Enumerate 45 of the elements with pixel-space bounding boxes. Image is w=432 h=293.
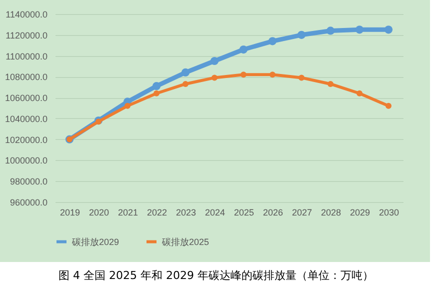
point bbox=[268, 37, 277, 46]
y-tick-label: 1060000.0 bbox=[4, 93, 48, 104]
point bbox=[124, 102, 130, 109]
point bbox=[355, 26, 364, 34]
point bbox=[152, 82, 161, 90]
x-tick-label: 2022 bbox=[146, 208, 168, 218]
y-tick-label: 1080000.0 bbox=[4, 72, 48, 82]
y-tick-label: 1120000.0 bbox=[6, 30, 48, 40]
point bbox=[181, 68, 190, 77]
x-tick-label: 2024 bbox=[204, 208, 226, 218]
point bbox=[212, 74, 218, 81]
point bbox=[210, 56, 219, 66]
point bbox=[298, 74, 304, 81]
y-tick-label: 1040000.0 bbox=[4, 114, 48, 124]
point bbox=[96, 118, 102, 125]
point bbox=[154, 90, 160, 96]
x-tick-label: 2019 bbox=[60, 208, 80, 218]
x-tick-label: 2029 bbox=[350, 208, 370, 218]
point bbox=[270, 72, 276, 78]
x-tick-label: 2025 bbox=[234, 208, 254, 218]
x-tick-label: 2027 bbox=[292, 208, 312, 218]
y-tick-label: 1140000.0 bbox=[6, 10, 48, 20]
point bbox=[356, 90, 362, 96]
x-tick-label: 2026 bbox=[262, 208, 284, 218]
x-tick-label: 2021 bbox=[118, 208, 138, 218]
y-tick-label: 1000000.0 bbox=[4, 156, 48, 166]
y-tick-label: 980000.0 bbox=[10, 176, 48, 187]
x-tick-label: 2028 bbox=[320, 208, 342, 218]
legend-label: 碳排放2029 bbox=[71, 236, 120, 247]
y-tick-label: 960000.0 bbox=[10, 198, 48, 208]
y-tick-label: 1100000.0 bbox=[6, 51, 48, 62]
text: 图 4 全国 2025 年和 2029 年碳达峰的碳排放量（单位：万吨） bbox=[58, 268, 374, 283]
point bbox=[297, 30, 306, 39]
x-tick-label: 2023 bbox=[176, 208, 196, 218]
point bbox=[240, 72, 246, 78]
point bbox=[386, 102, 392, 109]
point bbox=[182, 80, 188, 87]
point bbox=[328, 80, 334, 87]
point bbox=[239, 45, 248, 54]
x-tick-label: 2030 bbox=[378, 208, 400, 218]
legend-label: 碳排放2025 bbox=[161, 236, 210, 247]
x-tick-label: 2020 bbox=[88, 208, 110, 218]
point bbox=[326, 26, 335, 35]
point bbox=[384, 26, 393, 34]
y-tick-label: 1020000.0 bbox=[4, 134, 48, 145]
